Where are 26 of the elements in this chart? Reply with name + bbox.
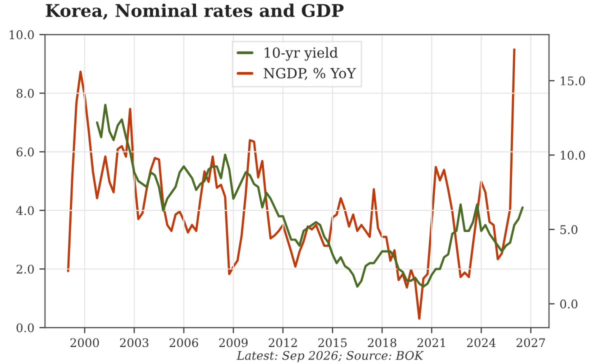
x-tick-label: 2012 xyxy=(268,338,297,348)
y2-tick-label: 10.0 xyxy=(560,150,585,160)
legend-label: NGDP, % YoY xyxy=(264,68,356,80)
line-series xyxy=(96,104,524,288)
x-tick-label: 2006 xyxy=(170,338,198,348)
x-tick-label: 2003 xyxy=(120,338,148,348)
y2-tick-label: 0.0 xyxy=(560,300,578,308)
legend-label: 10-yr yield xyxy=(264,47,338,61)
x-tick-label: 2000 xyxy=(70,338,99,348)
y-tick-label: 2.0 xyxy=(16,264,34,274)
text: Latest: Sep 2026; Source: BOK xyxy=(236,350,424,362)
y-tick-label: 0.0 xyxy=(16,323,34,332)
y2-tick-label: 5.0 xyxy=(560,225,578,234)
x-tick-label: 2018 xyxy=(368,338,396,348)
x-tick-label: 2021 xyxy=(417,338,446,348)
x-tick-label: 2009 xyxy=(219,338,248,348)
x-tick-label: 2015 xyxy=(318,338,347,348)
y-tick-label: 6.0 xyxy=(16,148,34,156)
y-tick-label: 10.0 xyxy=(10,30,34,40)
line-series xyxy=(67,48,516,320)
y2-tick-label: 15.0 xyxy=(560,76,585,86)
x-tick-label: 2027 xyxy=(516,338,545,348)
chart-title: Korea, Nominal rates and GDP xyxy=(46,4,344,20)
y-tick-label: 4.0 xyxy=(16,206,34,216)
y-tick-label: 8.0 xyxy=(16,88,34,98)
x-tick-label: 2024 xyxy=(467,338,496,348)
